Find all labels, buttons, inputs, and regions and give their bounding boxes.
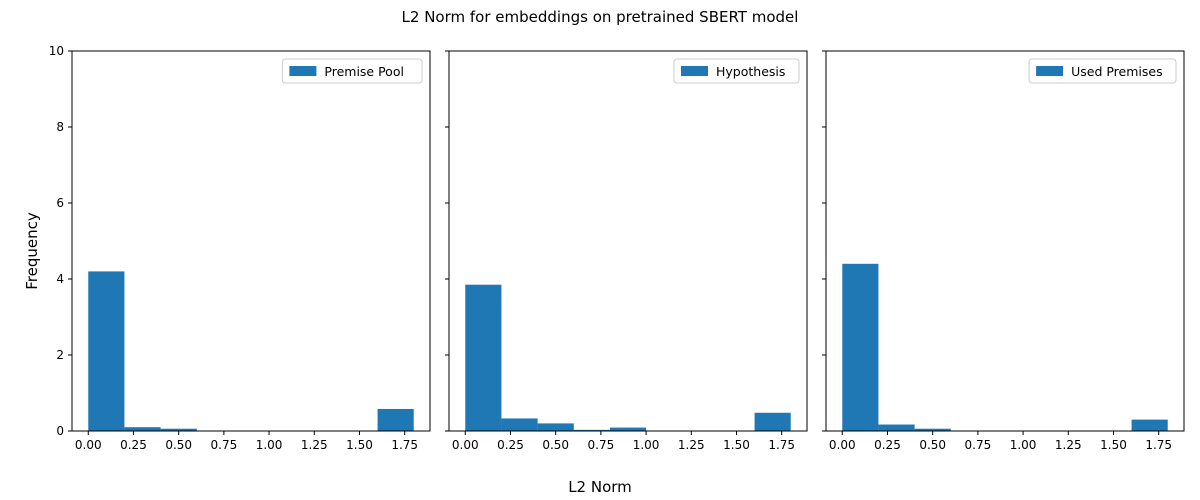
histogram-bar — [914, 428, 951, 431]
y-tick-label: 6 — [56, 196, 64, 210]
legend-swatch — [681, 66, 708, 76]
x-tick-label: 0.00 — [829, 438, 856, 452]
x-tick-label: 1.00 — [256, 438, 283, 452]
legend-label: Premise Pool — [324, 64, 404, 79]
axes-frame — [448, 50, 808, 432]
legend-swatch — [1036, 66, 1064, 76]
histogram-bar — [160, 428, 197, 431]
histogram-bar — [842, 263, 879, 431]
x-tick-label: 1.25 — [1055, 438, 1082, 452]
legend-box — [1028, 58, 1177, 84]
figure-xlabel: L2 Norm — [568, 478, 632, 496]
x-tick-label: 1.50 — [1100, 438, 1127, 452]
legend-label: Used Premises — [1071, 64, 1163, 79]
panel-2: 0.00 0.25 0.50 0.75 1.00 1.25 1.50 1.75 Hypothes… — [445, 50, 808, 452]
y-tick-label: 4 — [56, 272, 64, 286]
x-tick-label: 0.25 — [120, 438, 147, 452]
histogram-bar — [573, 429, 610, 431]
x-tick-label: 1.25 — [301, 438, 328, 452]
x-tick-label: 1.75 — [1145, 438, 1172, 452]
x-tick-label: 0.75 — [965, 438, 992, 452]
x-tick-label: 1.00 — [1010, 438, 1037, 452]
histogram-bar — [465, 284, 502, 431]
x-tick-label: 1.00 — [633, 438, 660, 452]
y-tick-label: 0 — [56, 424, 64, 438]
x-tick-label: 0.75 — [588, 438, 615, 452]
x-tick-label: 0.25 — [874, 438, 901, 452]
x-tick-label: 0.50 — [919, 438, 946, 452]
figure-ylabel: Frequency — [23, 212, 41, 290]
histogram-bar — [124, 427, 161, 431]
figure-title: L2 Norm for embeddings on pretrained SBE… — [402, 8, 799, 26]
histogram-bar — [537, 423, 574, 431]
panels: 0.00 0.25 0.50 0.75 1.00 1.25 1.50 1.75 0 2 4 6 8 10 P… — [49, 44, 1185, 452]
x-tick-label: 1.75 — [391, 438, 418, 452]
legend-box — [673, 58, 800, 84]
histogram-bar — [377, 408, 414, 431]
x-tick-label: 1.75 — [768, 438, 795, 452]
panel-3: 0.00 0.25 0.50 0.75 1.00 1.25 1.50 1.75 Used Pre… — [822, 50, 1185, 452]
x-tick-label: 0.75 — [211, 438, 238, 452]
histogram-bar — [1131, 419, 1168, 431]
histogram-bar — [754, 412, 791, 431]
panel-1: 0.00 0.25 0.50 0.75 1.00 1.25 1.50 1.75 0 2 4 6 8 10 P… — [49, 44, 431, 452]
histogram-bar — [878, 424, 915, 431]
x-tick-label: 0.50 — [165, 438, 192, 452]
x-tick-label: 0.50 — [542, 438, 569, 452]
histogram-bar — [609, 427, 647, 431]
y-tick-label: 2 — [56, 348, 64, 362]
x-tick-label: 0.25 — [497, 438, 524, 452]
x-tick-label: 1.50 — [723, 438, 750, 452]
legend-swatch — [289, 66, 317, 76]
histogram-bar — [88, 271, 125, 431]
x-tick-label: 0.00 — [452, 438, 479, 452]
axes-frame — [825, 50, 1185, 432]
axes-frame — [71, 50, 431, 432]
legend-box — [281, 58, 423, 84]
x-tick-label: 1.25 — [678, 438, 705, 452]
legend-label: Hypothesis — [716, 64, 785, 79]
y-tick-label: 8 — [56, 120, 64, 134]
x-tick-label: 0.00 — [75, 438, 102, 452]
x-tick-label: 1.50 — [346, 438, 373, 452]
histogram-bar — [501, 418, 538, 431]
y-tick-label: 10 — [49, 44, 64, 58]
